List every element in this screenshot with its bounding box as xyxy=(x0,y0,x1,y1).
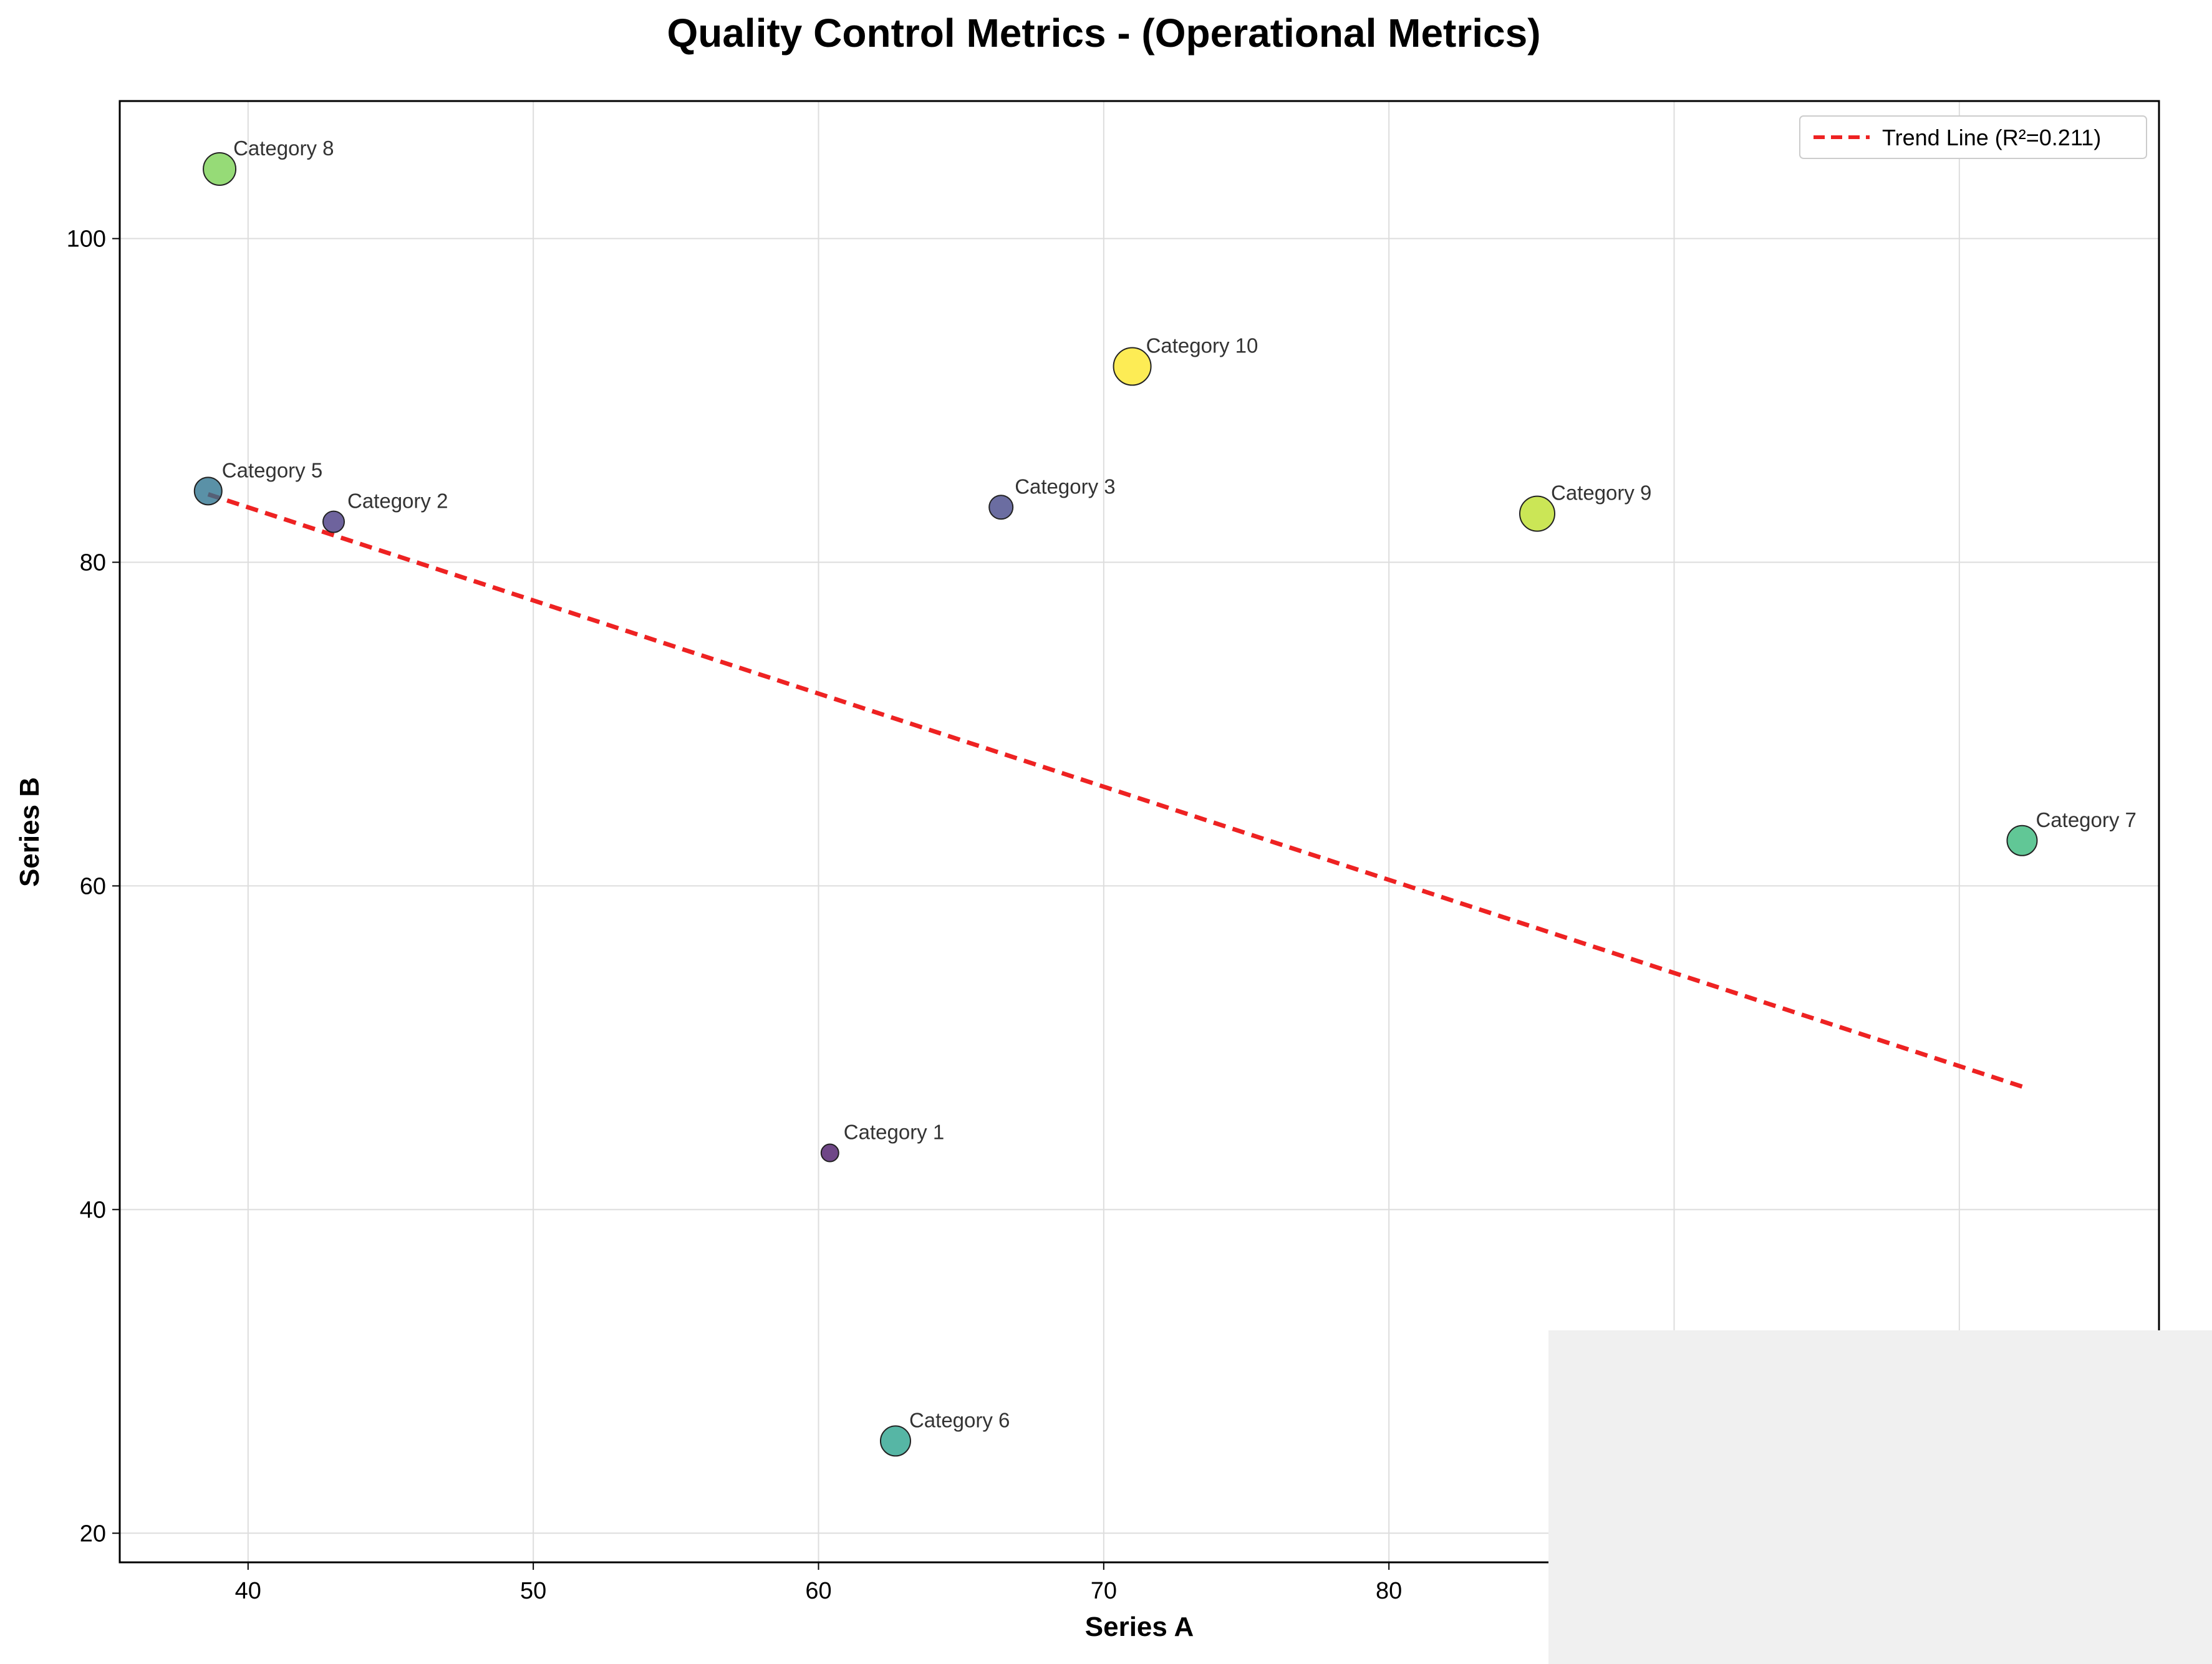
y-tick-label: 40 xyxy=(80,1197,106,1223)
data-point xyxy=(193,476,223,506)
data-point-label: Category 10 xyxy=(1146,334,1258,357)
data-point-label: Category 6 xyxy=(909,1408,1010,1431)
data-point-label: Category 7 xyxy=(2036,808,2136,831)
x-tick-label: 80 xyxy=(1376,1578,1402,1604)
y-axis-label: Series B xyxy=(14,777,45,887)
plot-frame xyxy=(118,100,2160,1564)
data-point-label: Category 8 xyxy=(233,137,334,160)
x-tick-label: 50 xyxy=(520,1578,546,1604)
y-tick-label: 60 xyxy=(80,873,106,899)
x-tick-label: 70 xyxy=(1091,1578,1117,1604)
data-point xyxy=(988,495,1014,520)
data-point-label: Category 5 xyxy=(222,458,322,481)
legend-box xyxy=(1799,115,2147,159)
data-point xyxy=(2006,825,2038,856)
data-point xyxy=(322,510,345,533)
data-points: Category 1 Category 2 Category 3 Category 5… xyxy=(193,137,2137,1457)
y-tick-label: 20 xyxy=(80,1521,106,1547)
overlay-panel xyxy=(1548,1330,2212,1664)
data-point xyxy=(1519,495,1555,532)
x-tick-label: 40 xyxy=(235,1578,261,1604)
y-tick-label: 100 xyxy=(67,226,106,253)
axis-ticks: 40 50 60 70 80 20 40 60 80 100 xyxy=(67,226,1403,1604)
data-point xyxy=(1113,347,1152,386)
y-tick-label: 80 xyxy=(80,549,106,576)
x-tick-label: 60 xyxy=(805,1578,831,1604)
legend-trend-line-label: Trend Line (R²=0.211) xyxy=(1882,125,2101,150)
chart-title: Quality Control Metrics - (Operational M… xyxy=(667,11,1540,56)
data-point-label: Category 2 xyxy=(347,490,448,513)
data-point-label: Category 9 xyxy=(1551,481,1651,505)
x-axis-label: Series A xyxy=(1085,1612,1194,1642)
data-point-label: Category 3 xyxy=(1015,475,1115,498)
legend: Trend Line (R²=0.211) xyxy=(1799,115,2147,159)
data-point xyxy=(203,152,237,186)
data-point xyxy=(820,1143,839,1163)
data-point xyxy=(879,1425,911,1457)
data-point-label: Category 1 xyxy=(844,1121,944,1144)
